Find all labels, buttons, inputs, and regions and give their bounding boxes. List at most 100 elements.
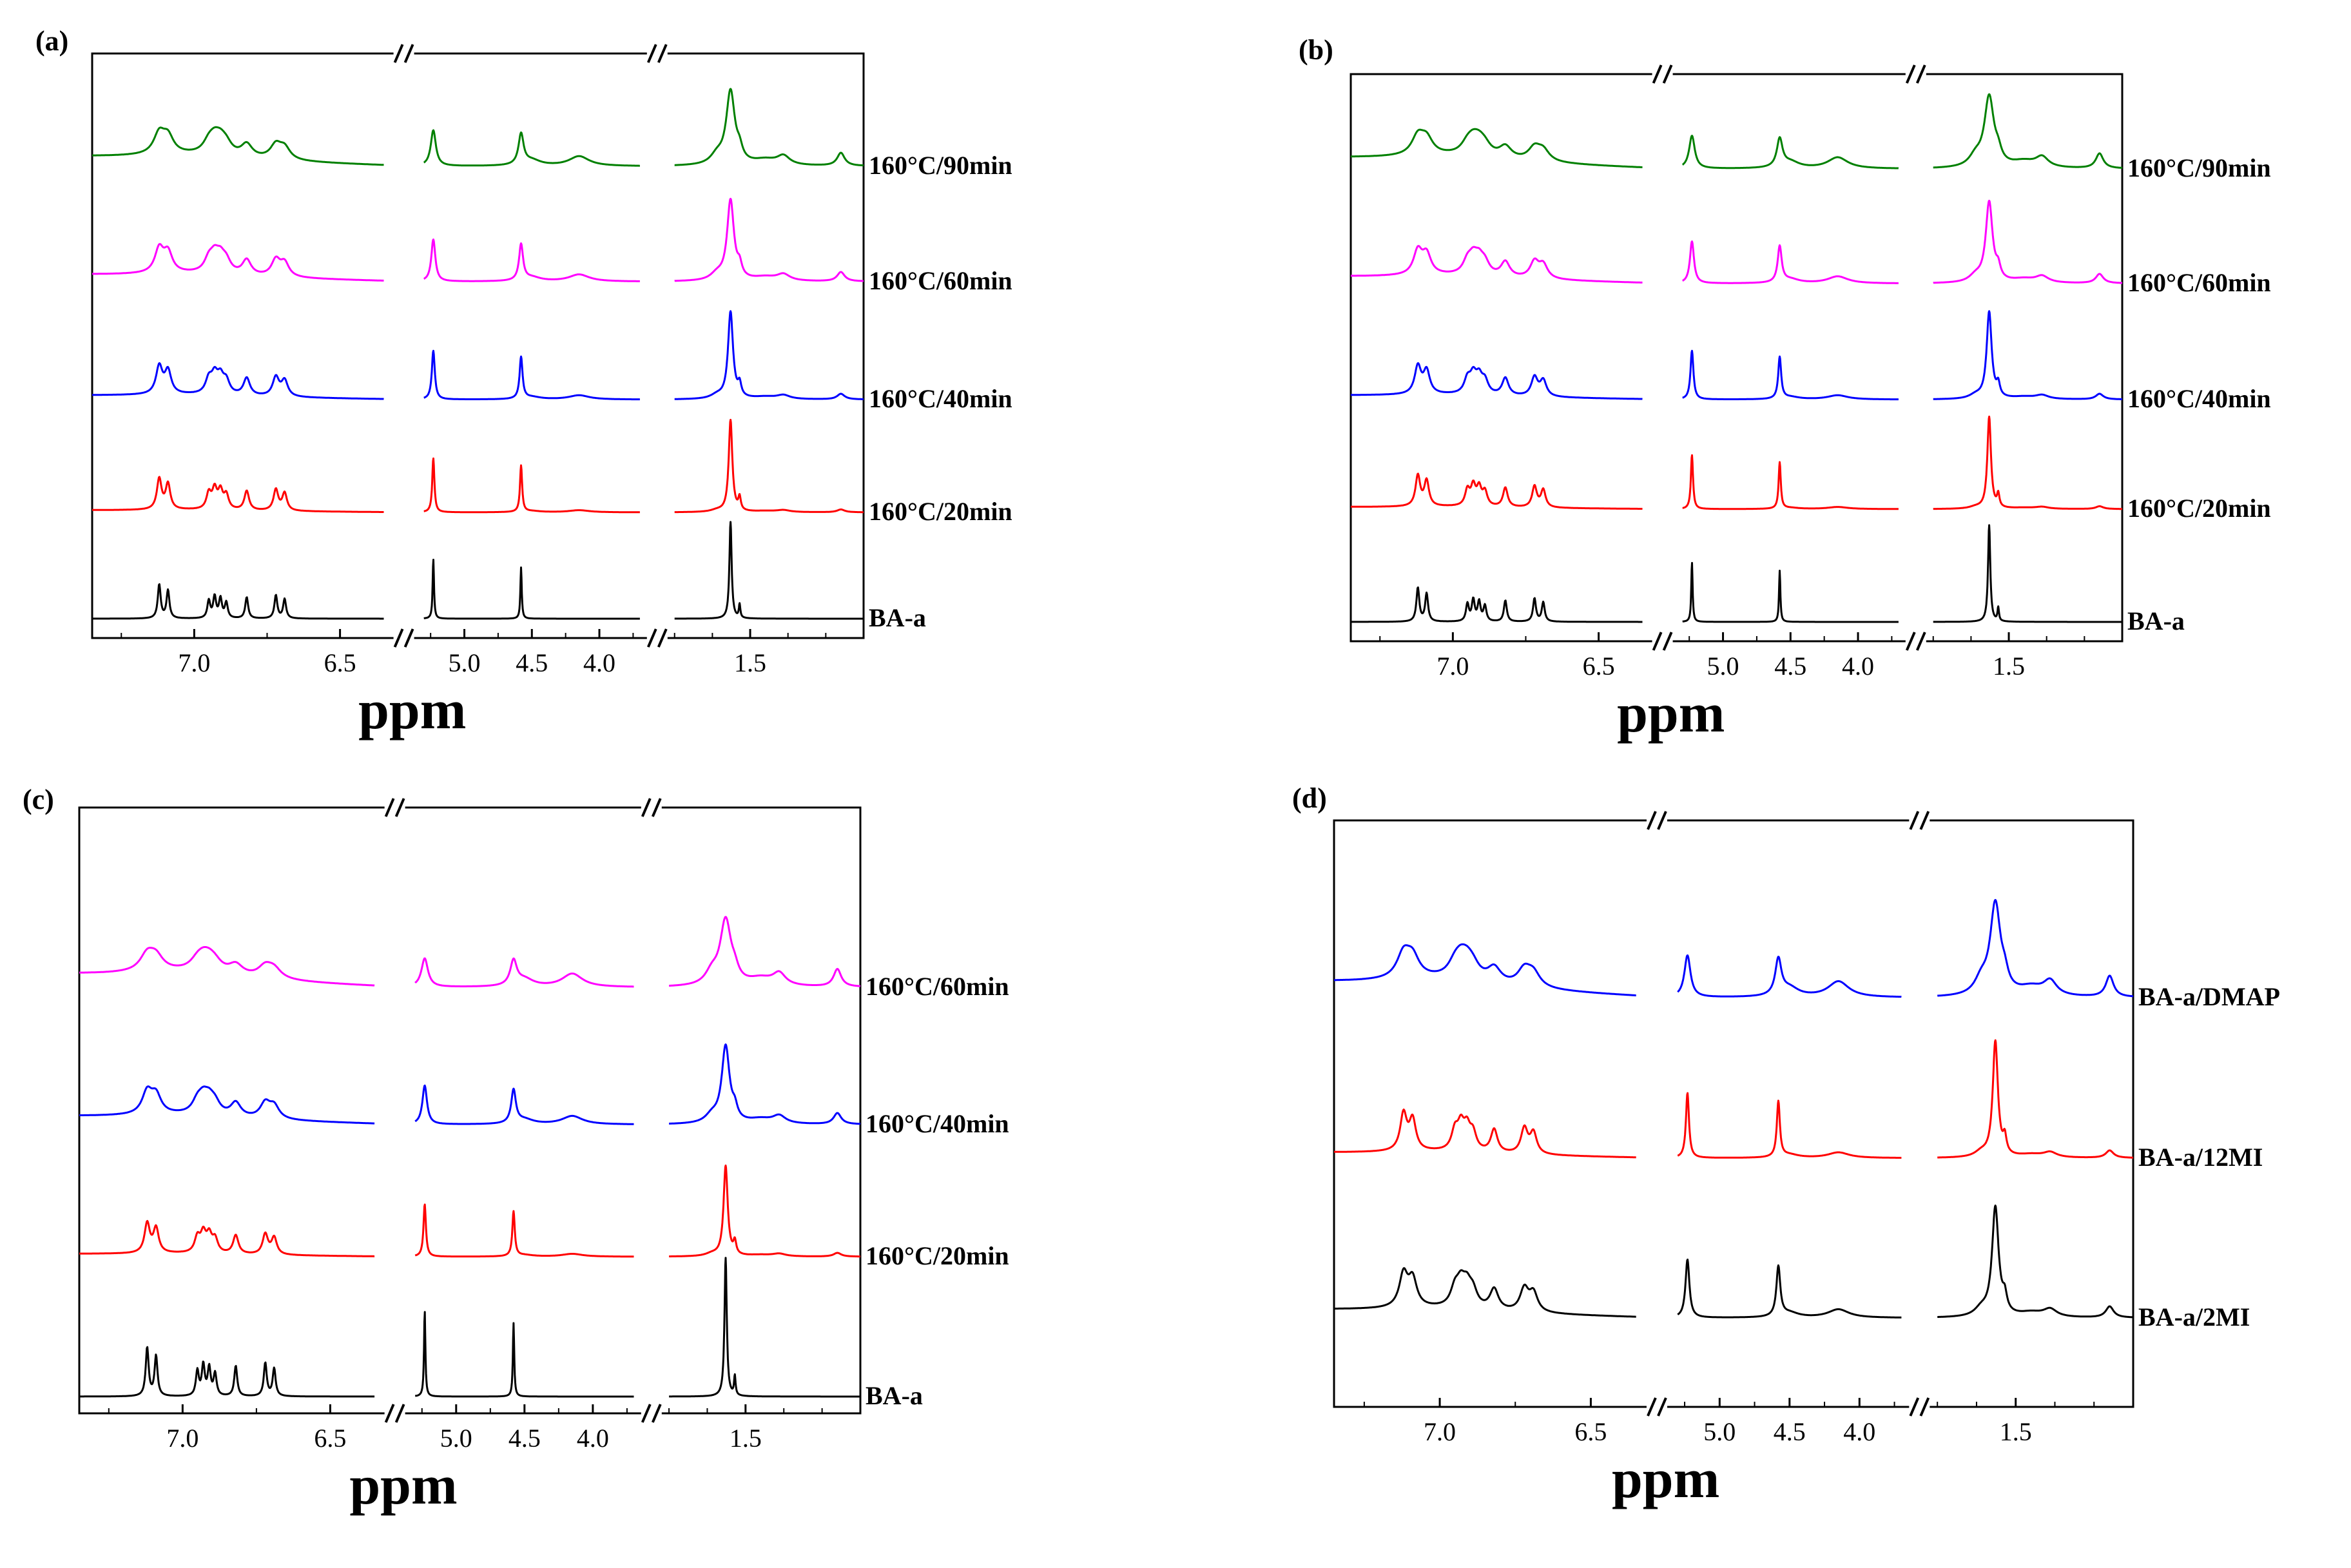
spectrum-160°C/90min <box>92 88 864 167</box>
axis-break-gap <box>646 50 668 57</box>
x-axis-title: ppm <box>349 1454 457 1516</box>
axis-break-mark <box>1915 64 1926 84</box>
x-tick-label: 6.5 <box>1574 1417 1607 1446</box>
panel-2: (c) 7.0 6.5 5.0 4.5 4.0 1.5 ppm BA-a 160°C/20min 1… <box>23 784 1009 1516</box>
x-tick-label: 5.0 <box>1707 652 1739 681</box>
spectrum-160°C/90min <box>1350 93 2123 169</box>
x-tick-label: 5.0 <box>449 648 481 677</box>
x-tick-label: 1.5 <box>734 648 766 677</box>
axis-break-gap <box>1909 817 1930 824</box>
plot-frame <box>78 806 862 1415</box>
x-tick-label: 4.5 <box>1774 1417 1806 1446</box>
series-label: BA-a <box>2127 606 2185 635</box>
axis-break-mark <box>657 628 668 648</box>
x-axis-title: ppm <box>1617 682 1725 744</box>
panel-label: (d) <box>1292 782 1327 814</box>
axis-break-gap <box>1652 71 1673 77</box>
axis-break-gap <box>384 804 405 811</box>
series-label: 160°C/40min <box>2127 384 2271 413</box>
panel-1: (b) 7.0 6.5 5.0 4.5 4.0 1.5 ppm BA-a 160°C/20min 1… <box>1299 34 2271 744</box>
axis-break-mark <box>1647 811 1657 830</box>
axis-break-mark <box>641 1404 652 1423</box>
panel-label: (a) <box>35 25 68 57</box>
x-tick-label: 7.0 <box>1424 1417 1456 1446</box>
spectrum-160°C/40min <box>1350 310 2123 401</box>
series-label: 160°C/90min <box>2127 153 2271 182</box>
axis-break-mark <box>1657 811 1667 830</box>
spectrum-160°C/40min <box>79 1043 861 1125</box>
spectrum-BA-a <box>79 1257 861 1398</box>
x-tick-label: 6.5 <box>314 1424 346 1453</box>
axis-break-mark <box>394 798 405 817</box>
axis-break-mark <box>1662 64 1673 84</box>
axis-break-mark <box>393 44 404 63</box>
series-label: 160°C/60min <box>2127 268 2271 297</box>
axis-break-gap <box>1646 817 1667 824</box>
x-tick-label: 7.0 <box>178 648 210 677</box>
spectrum-BA-a <box>1350 524 2123 623</box>
axis-break-mark <box>403 628 414 648</box>
axis-break-mark <box>1909 811 1920 830</box>
panel-0: (a) 7.0 6.5 5.0 4.5 4.0 1.5 ppm BA-a 160°C/20min 1… <box>35 25 1012 740</box>
spectrum-BA-a <box>92 521 864 620</box>
x-tick-label: 7.0 <box>166 1424 198 1453</box>
axis-break-mark <box>651 1404 662 1423</box>
spectrum-160°C/60min <box>1350 199 2123 284</box>
panel-3: (d) 7.0 6.5 5.0 4.5 4.0 1.5 ppm BA-a/2MI BA-a/12M… <box>1292 782 2280 1509</box>
panel-label: (b) <box>1299 34 1333 66</box>
x-tick-label: 1.5 <box>2000 1417 2032 1446</box>
series-label: 160°C/60min <box>866 972 1009 1001</box>
x-tick-label: 7.0 <box>1437 652 1469 681</box>
x-tick-label: 6.5 <box>324 648 356 677</box>
axis-break-mark <box>403 44 414 63</box>
x-tick-label: 1.5 <box>730 1424 762 1453</box>
spectrum-160°C/20min <box>92 418 864 514</box>
axis-break-gap <box>1646 1404 1667 1410</box>
axis-break-mark <box>394 1404 405 1423</box>
x-tick-label: 4.5 <box>516 648 548 677</box>
x-tick-label: 4.5 <box>1774 652 1806 681</box>
axis-break-mark <box>657 44 668 63</box>
spectrum-BA-a/12MI <box>1333 1039 2134 1159</box>
x-axis-title: ppm <box>1612 1447 1719 1509</box>
axis-break-mark <box>1647 1397 1657 1417</box>
axis-break-gap <box>1909 1404 1930 1410</box>
x-tick-label: 5.0 <box>440 1424 472 1453</box>
axis-break-mark <box>1905 64 1916 84</box>
axis-break-gap <box>646 635 668 641</box>
axis-break-mark <box>1657 1397 1667 1417</box>
series-label: 160°C/20min <box>2127 494 2271 523</box>
axis-break-gap <box>384 1410 405 1417</box>
series-label: 160°C/90min <box>869 151 1012 180</box>
axis-break-mark <box>646 628 657 648</box>
axis-break-mark <box>646 44 657 63</box>
x-tick-label: 4.0 <box>577 1424 609 1453</box>
axis-break-mark <box>1652 64 1663 84</box>
axis-break-mark <box>1905 632 1916 651</box>
axis-break-gap <box>641 804 662 811</box>
series-label: 160°C/40min <box>866 1109 1009 1138</box>
x-tick-label: 4.0 <box>1843 1417 1875 1446</box>
axis-break-mark <box>641 798 652 817</box>
axis-break-mark <box>1919 811 1930 830</box>
x-axis-title: ppm <box>358 679 466 740</box>
spectrum-BA-a/DMAP <box>1333 898 2134 998</box>
series-label: 160°C/20min <box>869 497 1012 526</box>
axis-break-mark <box>651 798 662 817</box>
x-tick-label: 4.0 <box>1842 652 1874 681</box>
x-tick-label: 4.5 <box>508 1424 541 1453</box>
axis-break-mark <box>1652 632 1663 651</box>
plot-frame <box>1333 819 2134 1408</box>
series-label: BA-a/12MI <box>2138 1143 2263 1172</box>
series-label: BA-a <box>866 1381 923 1410</box>
series-label: BA-a/DMAP <box>2138 982 2280 1011</box>
axis-break-mark <box>1909 1397 1920 1417</box>
x-tick-label: 6.5 <box>1583 652 1615 681</box>
axis-break-mark <box>1919 1397 1930 1417</box>
spectrum-160°C/60min <box>79 916 861 988</box>
series-label: 160°C/20min <box>866 1241 1009 1270</box>
axis-break-mark <box>384 798 395 817</box>
x-tick-label: 4.0 <box>583 648 615 677</box>
spectrum-BA-a/2MI <box>1333 1205 2134 1319</box>
